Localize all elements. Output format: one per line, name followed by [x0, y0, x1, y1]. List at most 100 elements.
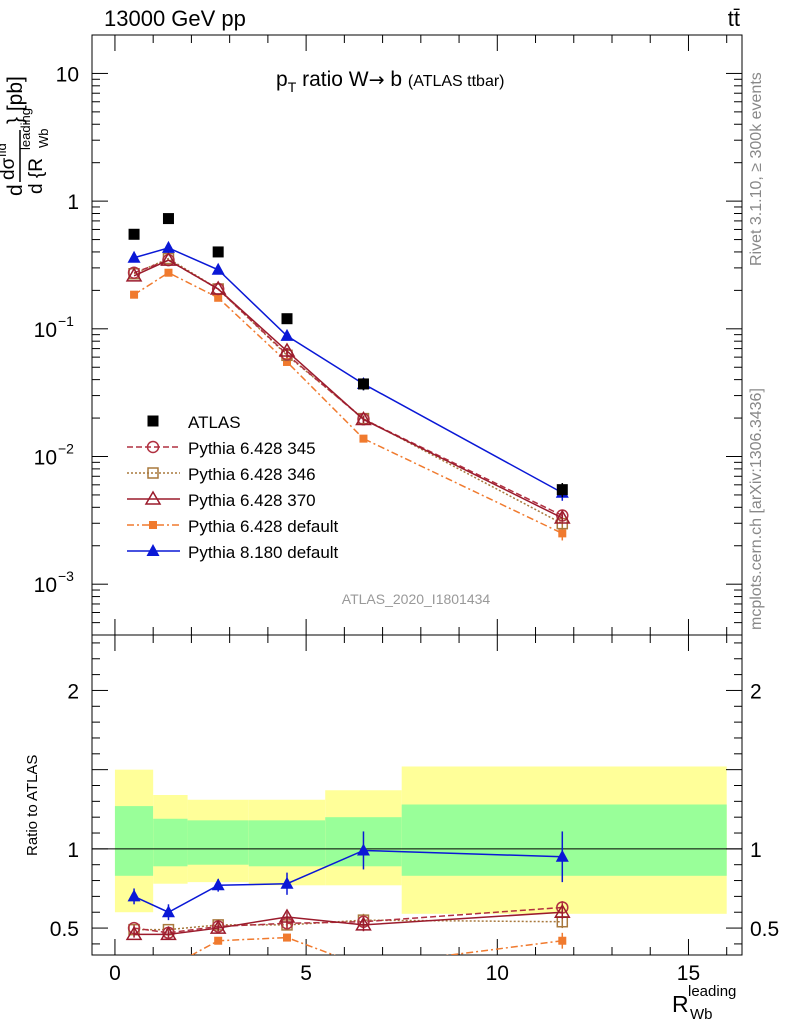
- ratio-point-p8def-0: [127, 889, 141, 902]
- main-ytick-exp-4: −3: [58, 568, 74, 584]
- main-ytick-label-2: 10: [34, 319, 57, 342]
- legend-marker-p370: [144, 490, 162, 505]
- ratio-line-p6def: [190, 936, 563, 955]
- point-p370-2: [209, 280, 227, 295]
- point-p6def-5: [558, 529, 567, 538]
- ratio-plot-frame: [91, 634, 743, 956]
- point-p8def-0: [127, 250, 141, 263]
- ratio-point-p8def-3: [280, 876, 294, 889]
- point-p370-1: [160, 251, 177, 266]
- plot-title: pT ratio W→ b (ATLAS ttbar): [276, 68, 505, 95]
- series-p8def: [127, 240, 569, 501]
- ratio-line-p8def: [133, 849, 563, 914]
- ratio-point-p370-0: [125, 925, 143, 941]
- point-atlas-4: [357, 378, 369, 390]
- ratio-ytick-label-right-1: 1: [750, 839, 762, 862]
- main-ytick-label-1: 1: [67, 191, 79, 214]
- legend-label-p346: Pythia 6.428 346: [188, 465, 316, 484]
- title-arrow: →: [369, 69, 385, 91]
- legend-entry-p346: Pythia 6.428 346: [127, 465, 316, 484]
- series-atlas: [128, 213, 568, 498]
- legend-label-atlas: ATLAS: [188, 413, 241, 432]
- process-label: tt̄: [728, 6, 740, 31]
- point-p8def-3: [280, 328, 294, 341]
- ylabel-d2: d {R: [26, 158, 47, 194]
- ratio-ytick-label-left-1: 1: [67, 839, 79, 862]
- ratio-ylabel: Ratio to ATLAS: [24, 755, 41, 856]
- green-band-2: [187, 820, 249, 865]
- legend-label-p345: Pythia 6.428 345: [188, 439, 316, 458]
- line-p8def: [133, 247, 563, 494]
- ratio-ytick-label-right-0: 0.5: [750, 918, 779, 941]
- point-atlas-0: [128, 228, 140, 240]
- ylabel-d: d: [4, 184, 27, 196]
- main-series: [125, 213, 571, 541]
- ylabel-fid: fid: [0, 143, 9, 157]
- point-p6def-2: [214, 293, 223, 302]
- ratio-series-p370: [125, 903, 571, 941]
- point-p6def-0: [130, 290, 139, 299]
- title-sub: T: [288, 79, 297, 95]
- analysis-watermark: ATLAS_2020_I1801434: [342, 591, 491, 607]
- energy-label: 13000 GeV pp: [104, 6, 246, 31]
- ratio-series-clipped: [125, 831, 571, 955]
- point-p6def-3: [283, 357, 291, 366]
- title-b: b: [385, 68, 408, 91]
- rivet-label: Rivet 3.1.10, ≥ 300k events: [748, 72, 765, 266]
- ratio-xtick-label-0: 0: [109, 962, 121, 985]
- green-band-3: [248, 820, 326, 867]
- point-p6def-4: [359, 434, 368, 443]
- green-band-5: [401, 804, 727, 876]
- xlabel-r: R: [672, 991, 689, 1017]
- legend-entry-p345: Pythia 6.428 345: [127, 439, 316, 458]
- legend-entry-p6def: Pythia 6.428 default: [127, 517, 339, 536]
- ylabel-leading: leading: [18, 108, 33, 150]
- ratio-series: [125, 831, 571, 955]
- xlabel-wb: Wb: [690, 1006, 713, 1023]
- green-band-1: [153, 818, 188, 867]
- main-ytick-label-4: 10: [34, 574, 57, 597]
- ylabel-wb: Wb: [36, 129, 51, 149]
- point-p8def-2: [211, 262, 225, 275]
- ratio-point-p6def-2: [214, 936, 223, 945]
- point-p370-0: [125, 267, 143, 282]
- ratio-ytick-label-right-2: 2: [750, 680, 762, 703]
- ratio-line-p346: [134, 919, 563, 931]
- ratio-point-p370-1: [160, 925, 177, 941]
- main-ylabel: d dσ fid d {R leading Wb } [pb]: [0, 76, 51, 196]
- ratio-line-p370: [134, 911, 563, 936]
- ratio-uncertainty-bands: [92, 766, 742, 914]
- legend-entry-p370: Pythia 6.428 370: [127, 490, 316, 510]
- legend-label-p8def: Pythia 8.180 default: [188, 543, 339, 562]
- main-ytick-label-3: 10: [34, 447, 57, 470]
- ratio-xtick-label-1: 5: [300, 962, 312, 985]
- point-atlas-3: [281, 313, 293, 325]
- legend-entry-atlas: ATLAS: [147, 413, 241, 432]
- point-atlas-1: [162, 213, 174, 225]
- ratio-point-p370-3: [278, 908, 296, 923]
- ratio-point-p6def-3: [283, 933, 291, 942]
- point-p8def-1: [161, 240, 175, 253]
- point-p370-5: [553, 509, 571, 524]
- legend-marker-p345: [146, 440, 160, 454]
- mcplots-label: mcplots.cern.ch [arXiv:1306.3436]: [748, 388, 765, 630]
- ratio-point-p370-5: [553, 903, 571, 918]
- legend-marker-atlas: [147, 415, 159, 427]
- series-p370: [125, 251, 571, 524]
- main-ytick-exp-3: −2: [58, 441, 74, 457]
- legend-marker-p6def: [149, 521, 157, 529]
- legend: ATLAS Pythia 6.428 345 Pythia 6.428 346 Pyt…: [127, 413, 339, 562]
- ratio-point-p8def-4: [356, 843, 370, 856]
- ratio-point-p370-4: [355, 916, 372, 931]
- xlabel-leading: leading: [688, 983, 736, 1000]
- ratio-xlabel: R leading Wb: [672, 983, 736, 1023]
- ylabel-close: } [pb]: [4, 76, 27, 124]
- legend-marker-p8def: [146, 544, 160, 556]
- ratio-point-p8def-1: [161, 905, 175, 918]
- ratio-point-p8def-2: [211, 878, 225, 891]
- ratio-xtick-label-3: 15: [677, 962, 700, 985]
- ratio-point-p370-2: [209, 919, 227, 934]
- legend-label-p370: Pythia 6.428 370: [188, 491, 316, 510]
